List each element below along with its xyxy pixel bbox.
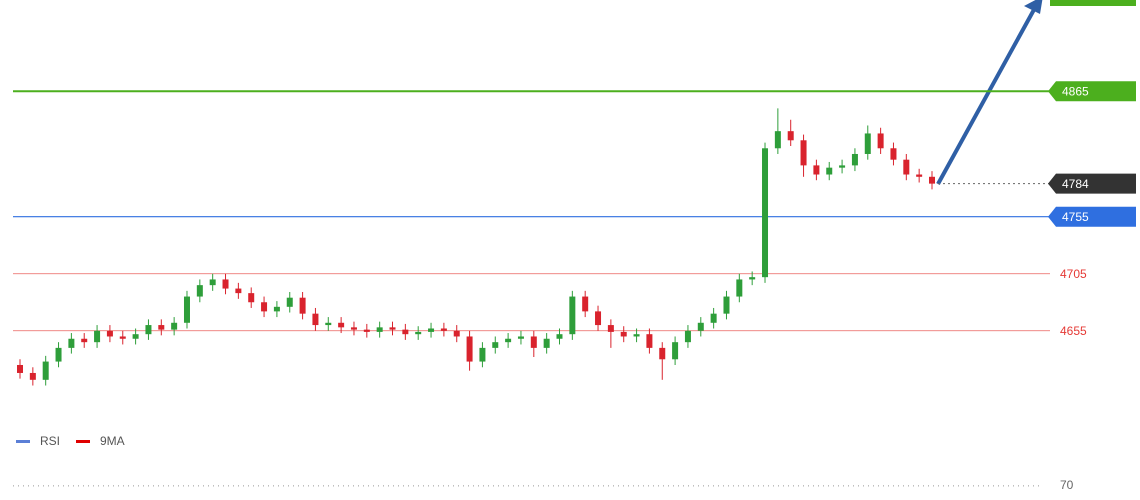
legend-swatch	[76, 440, 90, 443]
candle-body	[402, 329, 409, 335]
candle-body	[338, 322, 345, 328]
candle-body	[17, 364, 23, 373]
candle-body	[55, 347, 62, 362]
candle-body	[119, 336, 126, 339]
price-label: 4784	[1062, 177, 1089, 191]
level-label: 4655	[1060, 324, 1087, 338]
candle-body	[389, 327, 396, 330]
candle-body	[530, 336, 537, 348]
candle-body	[235, 288, 242, 294]
candle-body	[826, 167, 833, 175]
candle-body	[723, 296, 730, 314]
candle-body	[569, 296, 576, 335]
candle-body	[363, 329, 370, 332]
candle-body	[145, 325, 152, 335]
candle-body	[890, 148, 897, 160]
candle-body	[582, 296, 589, 312]
candle-body	[261, 302, 268, 312]
candle-body	[646, 334, 653, 348]
candle-body	[633, 334, 640, 337]
level-tag	[1048, 81, 1136, 102]
candle-body	[672, 342, 679, 360]
candle-body	[916, 174, 923, 177]
candle-body	[196, 285, 203, 297]
candle-body	[813, 165, 820, 175]
candle-body	[479, 347, 486, 362]
candle-body	[929, 176, 935, 184]
candle-body	[800, 140, 807, 166]
candle-body	[248, 293, 255, 303]
candle-body	[158, 325, 165, 330]
legend-label: 9MA	[100, 434, 125, 448]
candle-body	[42, 361, 49, 380]
candle-body	[864, 133, 871, 154]
candle-body	[325, 322, 332, 326]
candle-body	[505, 338, 512, 343]
candle-body	[132, 334, 139, 339]
candle-body	[81, 338, 88, 343]
arrow-head	[1024, 0, 1043, 14]
candle-body	[312, 313, 319, 326]
candle-body	[29, 372, 36, 380]
candle-body	[684, 330, 691, 343]
candle-body	[556, 334, 563, 339]
candle-body	[774, 131, 781, 149]
level-tag	[1048, 206, 1136, 227]
candle-body	[710, 313, 717, 323]
candle-body	[749, 277, 756, 280]
candle-body	[106, 330, 113, 337]
target-tag	[1050, 0, 1136, 6]
candle-body	[697, 322, 704, 331]
candle-body	[428, 328, 435, 332]
candle-body	[736, 279, 743, 297]
candle-body	[659, 347, 666, 360]
candle-body	[94, 330, 101, 343]
candle-body	[273, 306, 280, 312]
level-label: 4705	[1060, 267, 1087, 281]
candle-body	[762, 148, 769, 278]
candle-body	[440, 328, 447, 331]
candle-body	[415, 331, 422, 335]
candle-body	[620, 331, 627, 337]
candle-body	[466, 336, 473, 362]
candle-body	[595, 311, 602, 326]
candle-body	[286, 297, 293, 307]
candle-body	[209, 279, 216, 286]
price-tag	[1048, 173, 1136, 194]
legend-swatch	[16, 440, 30, 443]
candle-body	[877, 133, 884, 149]
candle-body	[376, 327, 383, 332]
candle-body	[607, 325, 614, 332]
candle-body	[183, 296, 190, 323]
candle-body	[222, 279, 229, 289]
candle-body	[68, 338, 75, 348]
forecast-arrow	[936, 5, 1038, 185]
candle-body	[299, 297, 306, 314]
level-label: 4755	[1062, 210, 1089, 224]
candle-body	[787, 131, 794, 141]
rsi-tick-label: 70	[1060, 478, 1074, 492]
candle-body	[453, 330, 460, 337]
candle-body	[171, 322, 178, 330]
level-label: 4865	[1062, 84, 1089, 98]
candle-body	[839, 165, 846, 168]
candle-body	[492, 342, 499, 348]
legend-label: RSI	[40, 434, 60, 448]
candle-body	[851, 153, 858, 166]
candle-body	[543, 338, 550, 348]
candle-body	[517, 336, 524, 339]
candle-body	[350, 327, 357, 330]
candle-body	[903, 159, 910, 175]
